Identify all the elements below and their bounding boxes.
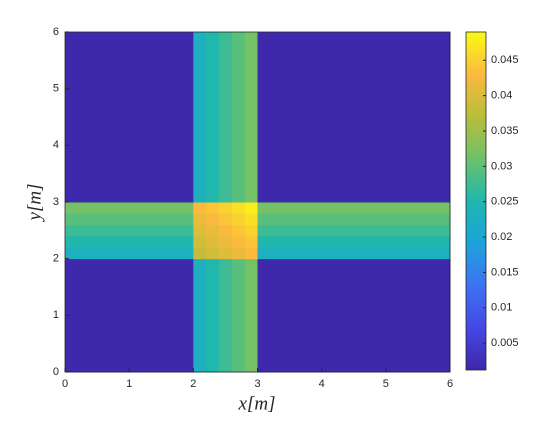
heat-cell [231,213,246,226]
x-tick-label: 1 [126,378,132,390]
colorbar-tick-label: 0.045 [491,54,519,66]
heat-cell [219,236,233,248]
colorbar-tick-label: 0.005 [491,337,519,349]
heat-cell [65,213,194,226]
heat-cell [219,258,233,373]
y-tick-label: 5 [53,83,59,95]
y-tick-label: 2 [53,253,59,265]
heat-cell [257,202,451,214]
heat-cell [231,247,246,260]
heat-cell [244,247,258,260]
heat-cell [244,32,258,203]
x-axis-label: x[m] [238,393,276,414]
colorbar-tick-label: 0.01 [491,302,512,314]
heat-cell [231,236,246,248]
heat-cell [257,236,451,248]
heat-cell [244,202,258,214]
colorbar-tick-label: 0.03 [491,160,512,172]
x-tick-label: 2 [190,378,196,390]
heat-cell [244,258,258,373]
heat-cell [206,247,220,260]
heat-cell [257,258,451,373]
heat-cell [193,32,207,203]
heat-cell [244,213,258,226]
y-tick-label: 1 [53,309,59,321]
x-tick-label: 5 [383,378,389,390]
y-tick-label: 0 [53,366,59,378]
heat-cell [206,202,220,214]
heat-cell [193,247,207,260]
x-tick-label: 4 [319,378,325,390]
heat-cell [193,213,207,226]
colorbar-tick-label: 0.025 [491,196,519,208]
heat-cell [206,258,220,373]
heat-cell [206,224,220,237]
heat-cell [65,224,194,237]
heat-cell [65,258,194,373]
y-tick-label: 6 [53,26,59,38]
heat-cell [244,224,258,237]
heat-cell [206,236,220,248]
heat-cell [257,224,451,237]
colorbar-tick-label: 0.015 [491,266,519,278]
colorbar-tick-label: 0.04 [491,90,512,102]
y-axis-label: y[m] [24,184,45,223]
heat-cell [206,213,220,226]
heat-cell [244,236,258,248]
heat-cell [206,32,220,203]
colorbar-tick-label: 0.02 [491,231,512,243]
heat-cell [231,258,246,373]
heat-cell [257,213,451,226]
heat-cell [231,32,246,203]
heat-cell [231,202,246,214]
x-tick-label: 6 [447,378,453,390]
heat-cell [193,236,207,248]
heat-cell [231,224,246,237]
x-tick-label: 3 [254,378,260,390]
heat-cell [219,202,233,214]
heat-cell [219,213,233,226]
x-tick-label: 0 [62,378,68,390]
colorbar-tick-label: 0.035 [491,125,519,137]
heat-cell [193,202,207,214]
heat-cell [219,32,233,203]
heat-cell [65,236,194,248]
heat-cell [257,32,451,203]
heat-cell [193,224,207,237]
heat-cell [219,224,233,237]
colorbar [465,31,487,371]
y-tick-label: 4 [53,139,59,151]
heat-cell [65,202,194,214]
heat-cell [257,247,451,260]
heat-cell [65,247,194,260]
heat-cell [193,258,207,373]
y-tick-label: 3 [53,196,59,208]
heat-cell [219,247,233,260]
heat-cell [65,32,194,203]
